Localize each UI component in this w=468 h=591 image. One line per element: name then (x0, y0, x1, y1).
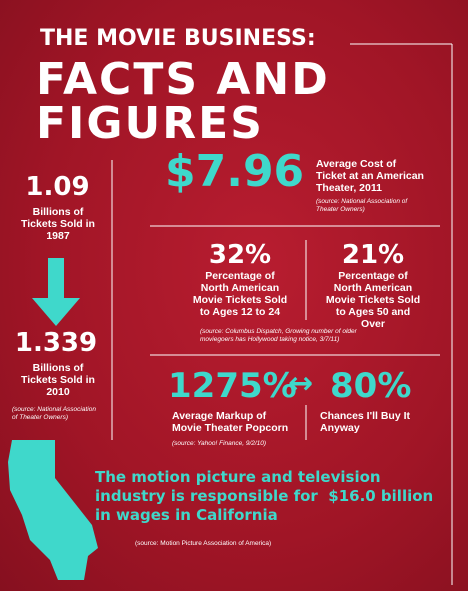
figure: 80% (330, 366, 412, 406)
statement: The motion picture and television indust… (95, 468, 439, 524)
down-arrow (32, 258, 80, 326)
source: (source: Motion Picture Association of A… (135, 540, 272, 547)
source: (source: National Association of Theater… (316, 198, 408, 213)
title: FACTS AND (36, 54, 330, 105)
figure: 1275% (168, 366, 297, 406)
label: Billions of Tickets Sold in 1987 (21, 206, 95, 242)
figure: 21% (341, 240, 405, 270)
label: Average Cost of Ticket at an American Th… (316, 158, 424, 194)
source: (source: Yahoo! Finance, 9/2/10) (172, 440, 267, 447)
title: FIGURES (36, 98, 264, 149)
figure: 32% (208, 240, 272, 270)
figure: 1.09 (25, 172, 90, 202)
label: Average Markup of Movie Theater Popcorn (172, 410, 289, 434)
figure: $7.96 (165, 146, 305, 197)
label: Billions of Tickets Sold in 2010 (21, 362, 95, 398)
label: Percentage of North American Movie Ticke… (325, 270, 421, 330)
source: (source: Columbus Dispatch, Growing numb… (200, 328, 357, 343)
figure: 1.339 (14, 328, 98, 358)
label: Chances I'll Buy It Anyway (320, 410, 411, 434)
rules (111, 43, 453, 585)
kicker: THE MOVIE BUSINESS: (40, 26, 316, 51)
label: Percentage of North American Movie Ticke… (192, 270, 288, 318)
source: (source: National Association of Theater… (12, 406, 96, 421)
arrow: ↔ (288, 366, 314, 401)
california-map (8, 440, 98, 580)
